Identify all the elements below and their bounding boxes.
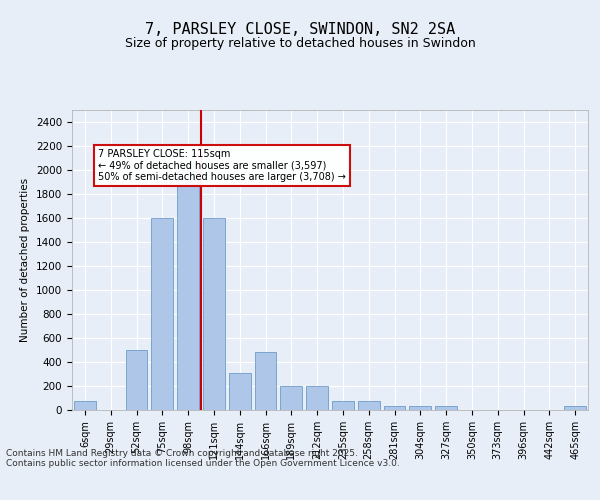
Y-axis label: Number of detached properties: Number of detached properties [20, 178, 31, 342]
Bar [383, 406, 406, 410]
Bar [332, 401, 354, 410]
Bar [229, 373, 251, 410]
Bar [358, 401, 380, 410]
Text: 7 PARSLEY CLOSE: 115sqm
← 49% of detached houses are smaller (3,597)
50% of semi: 7 PARSLEY CLOSE: 115sqm ← 49% of detache… [98, 149, 346, 182]
Bar [564, 406, 586, 410]
Text: Contains HM Land Registry data © Crown copyright and database right 2025.: Contains HM Land Registry data © Crown c… [6, 448, 358, 458]
Bar [125, 350, 148, 410]
Bar [177, 164, 199, 410]
Bar [280, 386, 302, 410]
Text: Contains public sector information licensed under the Open Government Licence v3: Contains public sector information licen… [6, 458, 400, 468]
Text: Size of property relative to detached houses in Swindon: Size of property relative to detached ho… [125, 38, 475, 51]
Bar [435, 406, 457, 410]
Bar [151, 218, 173, 410]
Text: 7, PARSLEY CLOSE, SWINDON, SN2 2SA: 7, PARSLEY CLOSE, SWINDON, SN2 2SA [145, 22, 455, 38]
Bar [74, 401, 96, 410]
Bar [254, 352, 277, 410]
Bar [203, 218, 225, 410]
Bar [306, 386, 328, 410]
Bar [409, 406, 431, 410]
